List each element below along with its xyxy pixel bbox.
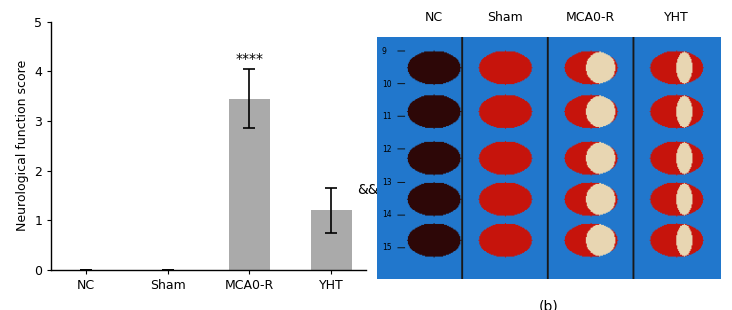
Text: &&&&: &&&& xyxy=(357,183,400,197)
Text: (b): (b) xyxy=(539,299,559,310)
Text: Sham: Sham xyxy=(488,11,523,24)
Text: YHT: YHT xyxy=(664,11,689,24)
Text: 14: 14 xyxy=(381,210,392,219)
Text: 11: 11 xyxy=(381,113,391,122)
Text: 12: 12 xyxy=(381,145,391,154)
Text: MCA0-R: MCA0-R xyxy=(566,11,616,24)
Text: 9: 9 xyxy=(381,47,386,56)
Text: 13: 13 xyxy=(381,178,392,187)
Text: NC: NC xyxy=(425,11,443,24)
Bar xyxy=(311,210,351,270)
Y-axis label: Neurological function score: Neurological function score xyxy=(15,60,29,231)
Bar xyxy=(229,99,270,270)
Text: 10: 10 xyxy=(381,80,392,89)
Text: ****: **** xyxy=(236,52,264,66)
Text: 15: 15 xyxy=(381,243,392,252)
